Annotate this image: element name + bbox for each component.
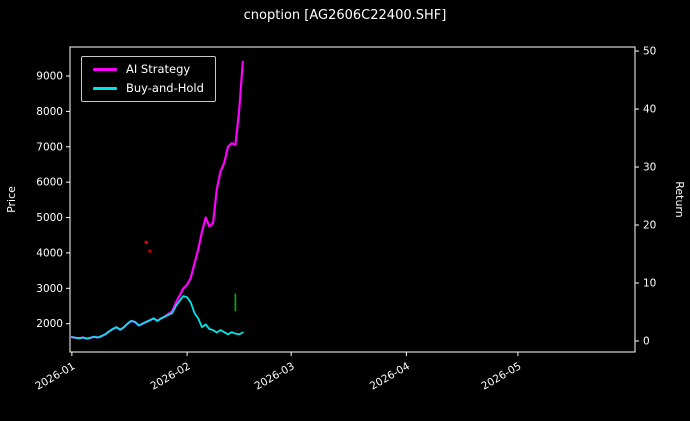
legend: AI Strategy Buy-and-Hold	[81, 56, 216, 102]
svg-text:9000: 9000	[36, 71, 63, 83]
svg-text:7000: 7000	[36, 141, 63, 153]
svg-text:30: 30	[643, 162, 656, 174]
svg-text:0: 0	[643, 335, 650, 347]
chart-title: cnoption [AG2606C22400.SHF]	[243, 8, 447, 23]
svg-text:10: 10	[643, 277, 656, 289]
svg-text:2026-01: 2026-01	[33, 360, 77, 392]
svg-text:4000: 4000	[36, 247, 63, 259]
svg-text:5000: 5000	[36, 212, 63, 224]
legend-item-buy-and-hold: Buy-and-Hold	[93, 80, 204, 95]
svg-text:20: 20	[643, 220, 656, 232]
svg-text:6000: 6000	[36, 177, 63, 189]
svg-text:2026-05: 2026-05	[479, 360, 523, 392]
svg-text:8000: 8000	[36, 106, 63, 118]
svg-text:50: 50	[643, 46, 656, 58]
svg-text:2026-02: 2026-02	[149, 360, 193, 392]
ai-strategy-line-swatch	[93, 68, 117, 72]
svg-text:Return: Return	[673, 181, 686, 218]
svg-text:40: 40	[643, 104, 656, 116]
legend-label-ai-strategy: AI Strategy	[126, 62, 191, 76]
buy-and-hold-line-swatch	[93, 86, 117, 90]
svg-text:2000: 2000	[36, 318, 63, 330]
legend-item-ai-strategy: AI Strategy	[93, 62, 204, 76]
svg-text:2026-04: 2026-04	[368, 360, 412, 392]
svg-text:Price: Price	[5, 186, 18, 213]
legend-label-buy-and-hold: Buy-and-Hold	[126, 80, 204, 95]
svg-text:3000: 3000	[36, 283, 63, 295]
svg-text:2026-03: 2026-03	[253, 360, 297, 392]
